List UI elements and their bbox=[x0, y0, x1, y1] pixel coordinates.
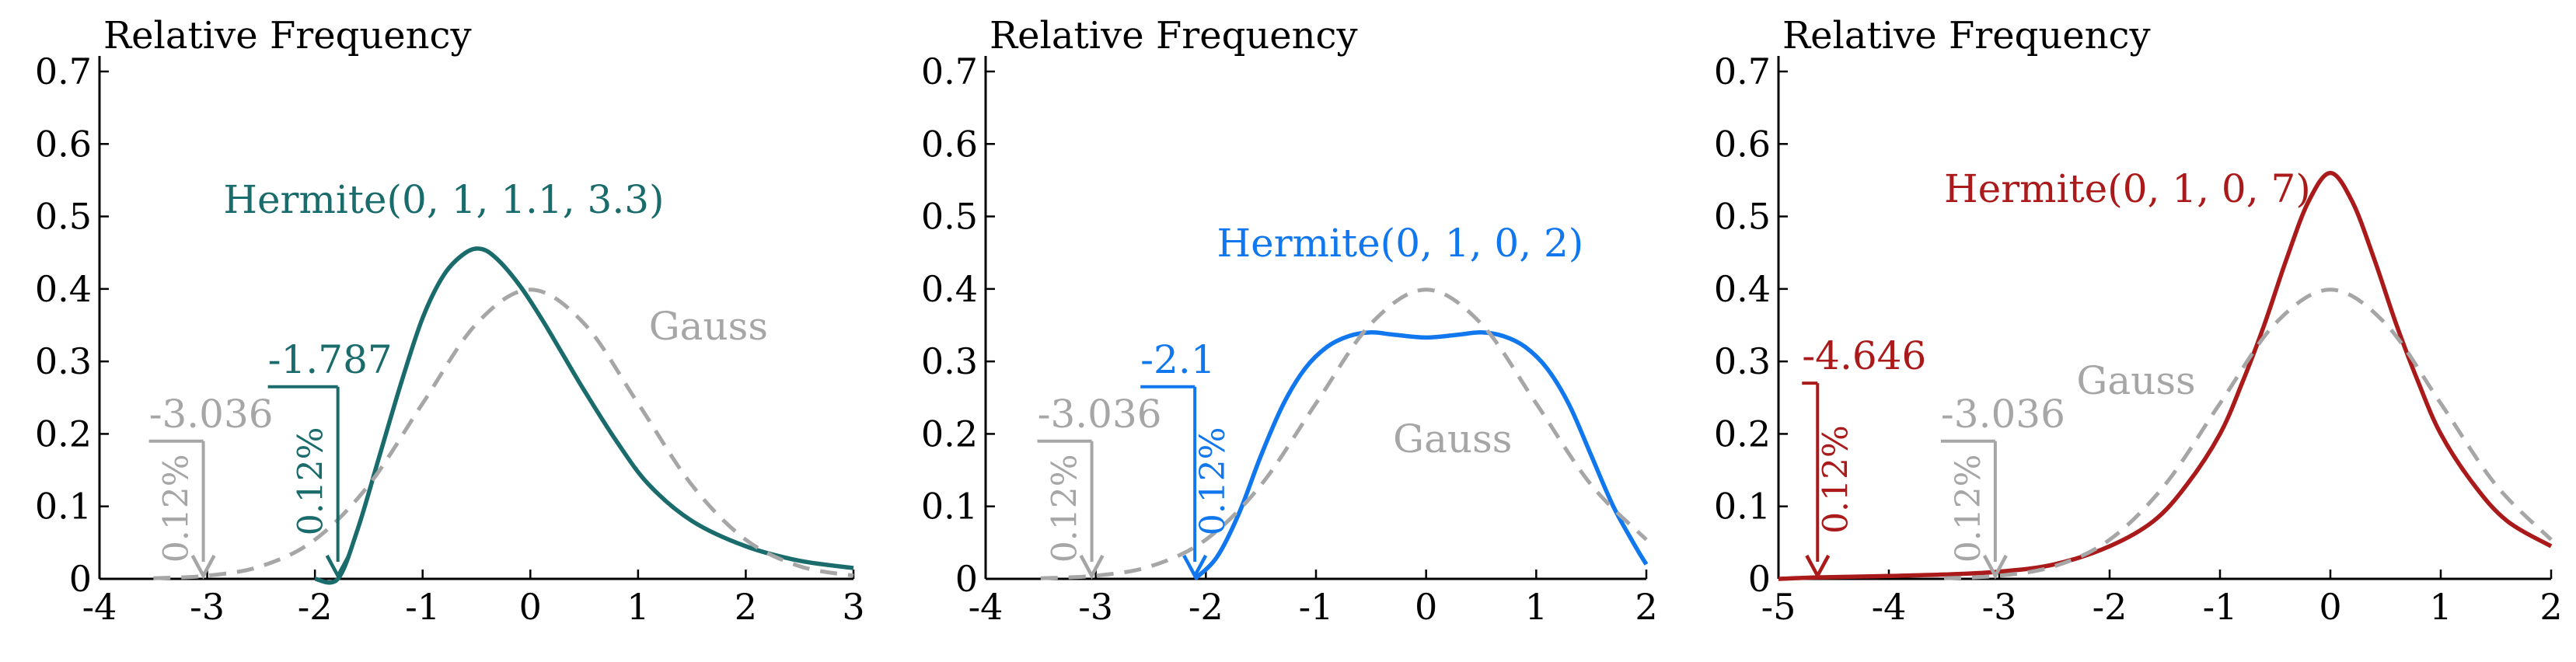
y-tick-label: 0.7 bbox=[35, 51, 92, 92]
y-tick-label: 0.6 bbox=[35, 123, 92, 165]
x-tick-label: 2 bbox=[1635, 586, 1657, 628]
x-tick-label: -3 bbox=[190, 586, 225, 628]
y-tick-label: 0.3 bbox=[35, 340, 92, 382]
y-tick-label: 0.6 bbox=[921, 123, 978, 165]
hermite-curve bbox=[1193, 330, 1649, 581]
y-tick-label: 0.2 bbox=[1714, 413, 1771, 455]
y-tick-label: 0.7 bbox=[921, 51, 978, 92]
annotation-percent-label: 0.12% bbox=[1816, 425, 1855, 534]
y-tick-label: 0.4 bbox=[35, 268, 92, 310]
x-tick-label: -3 bbox=[1078, 586, 1113, 628]
x-tick-label: 2 bbox=[2539, 586, 2562, 628]
x-tick-label: -1 bbox=[405, 586, 440, 628]
annotation-percent-label: 0.12% bbox=[157, 454, 197, 563]
x-tick-label: -1 bbox=[1299, 586, 1334, 628]
y-tick-label: 0.1 bbox=[35, 486, 92, 528]
gauss-curve bbox=[1040, 287, 1648, 580]
y-tick-label: 0 bbox=[69, 558, 92, 600]
y-tick-label: 0.2 bbox=[35, 413, 92, 455]
x-tick-label: 3 bbox=[842, 586, 864, 628]
y-tick-label: 0.4 bbox=[1714, 268, 1771, 310]
y-tick-label: 0.5 bbox=[921, 196, 978, 238]
gauss-curve bbox=[1943, 287, 2553, 580]
annotation-value-label: -2.1 bbox=[1140, 337, 1215, 382]
gauss-label: Gauss bbox=[649, 304, 768, 349]
annotation-arrowhead bbox=[1982, 554, 2008, 580]
x-tick-label: -2 bbox=[2093, 586, 2127, 628]
annotation-arrowhead bbox=[1182, 554, 1208, 580]
annotation-value-label: -3.036 bbox=[149, 392, 274, 437]
chart-panel-3: Relative Frequency -5 -4 -3 -2 -1 0 1 2 0 0.1 0.2 0.… bbox=[1714, 14, 2563, 628]
x-tick-label: -3 bbox=[1982, 586, 2017, 628]
hermite-label: Hermite(0, 1, 0, 2) bbox=[1217, 221, 1584, 266]
x-tick-label: -1 bbox=[2203, 586, 2238, 628]
annotation-arrowhead bbox=[325, 554, 351, 580]
x-tick-label: 1 bbox=[2429, 586, 2452, 628]
y-tick-label: 0.3 bbox=[1714, 340, 1771, 382]
x-tick-label: 2 bbox=[735, 586, 757, 628]
y-tick-label: 0.3 bbox=[921, 340, 978, 382]
y-tick-label: 0.4 bbox=[921, 268, 978, 310]
hermite-label: Hermite(0, 1, 0, 7) bbox=[1944, 166, 2311, 211]
y-tick-label: 0 bbox=[955, 558, 978, 600]
annotation-arrowhead bbox=[1079, 554, 1105, 580]
annotation-value-label: -3.036 bbox=[1038, 392, 1162, 437]
hermite-curve bbox=[1778, 170, 2553, 581]
y-tick-label: 0.7 bbox=[1714, 51, 1771, 92]
annotation-percent-label: 0.12% bbox=[1949, 454, 1988, 563]
x-tick-label: 1 bbox=[1525, 586, 1548, 628]
y-axis-label: Relative Frequency bbox=[990, 14, 1358, 57]
y-tick-label: 0.1 bbox=[1714, 486, 1771, 528]
hermite-curve bbox=[314, 246, 854, 585]
y-axis-label: Relative Frequency bbox=[1782, 14, 2151, 57]
annotation-value-label: -3.036 bbox=[1941, 392, 2065, 437]
gauss-label: Gauss bbox=[2076, 358, 2195, 403]
x-tick-label: -2 bbox=[298, 586, 333, 628]
annotation-value-label: -4.646 bbox=[1802, 333, 1926, 378]
x-tick-label: 0 bbox=[519, 586, 542, 628]
annotation-percent-label: 0.12% bbox=[1045, 454, 1085, 563]
x-tick-label: -4 bbox=[969, 586, 1004, 628]
gauss-label: Gauss bbox=[1393, 416, 1512, 462]
gauss-curve bbox=[153, 287, 854, 580]
annotation-percent-label: 0.12% bbox=[1193, 427, 1233, 536]
x-tick-label: 0 bbox=[2319, 586, 2341, 628]
x-tick-label: -4 bbox=[1872, 586, 1907, 628]
annotation-percent-label: 0.12% bbox=[291, 427, 331, 536]
annotation-value-label: -1.787 bbox=[268, 337, 393, 382]
chart-panel-1: Relative Frequency -4 -3 -2 -1 0 1 2 3 0 0.1 0.2 0.3… bbox=[35, 14, 865, 628]
x-tick-label: 1 bbox=[627, 586, 649, 628]
x-tick-label: -2 bbox=[1189, 586, 1223, 628]
y-tick-label: 0.2 bbox=[921, 413, 978, 455]
chart-panel-2: Relative Frequency -4 -3 -2 -1 0 1 2 0 0.1 0.2 0.3 0… bbox=[921, 14, 1658, 628]
y-tick-label: 0.1 bbox=[921, 486, 978, 528]
x-tick-label: 0 bbox=[1415, 586, 1437, 628]
y-axis-label: Relative Frequency bbox=[103, 14, 472, 57]
y-tick-label: 0.6 bbox=[1714, 123, 1771, 165]
y-tick-label: 0.5 bbox=[1714, 196, 1771, 238]
x-tick-label: -4 bbox=[82, 586, 117, 628]
hermite-label: Hermite(0, 1, 1.1, 3.3) bbox=[223, 177, 664, 222]
annotation-arrowhead bbox=[1805, 554, 1831, 580]
y-tick-label: 0 bbox=[1748, 558, 1771, 600]
x-tick-label: -5 bbox=[1761, 586, 1796, 628]
y-tick-label: 0.5 bbox=[35, 196, 92, 238]
annotation-arrowhead bbox=[190, 554, 216, 580]
